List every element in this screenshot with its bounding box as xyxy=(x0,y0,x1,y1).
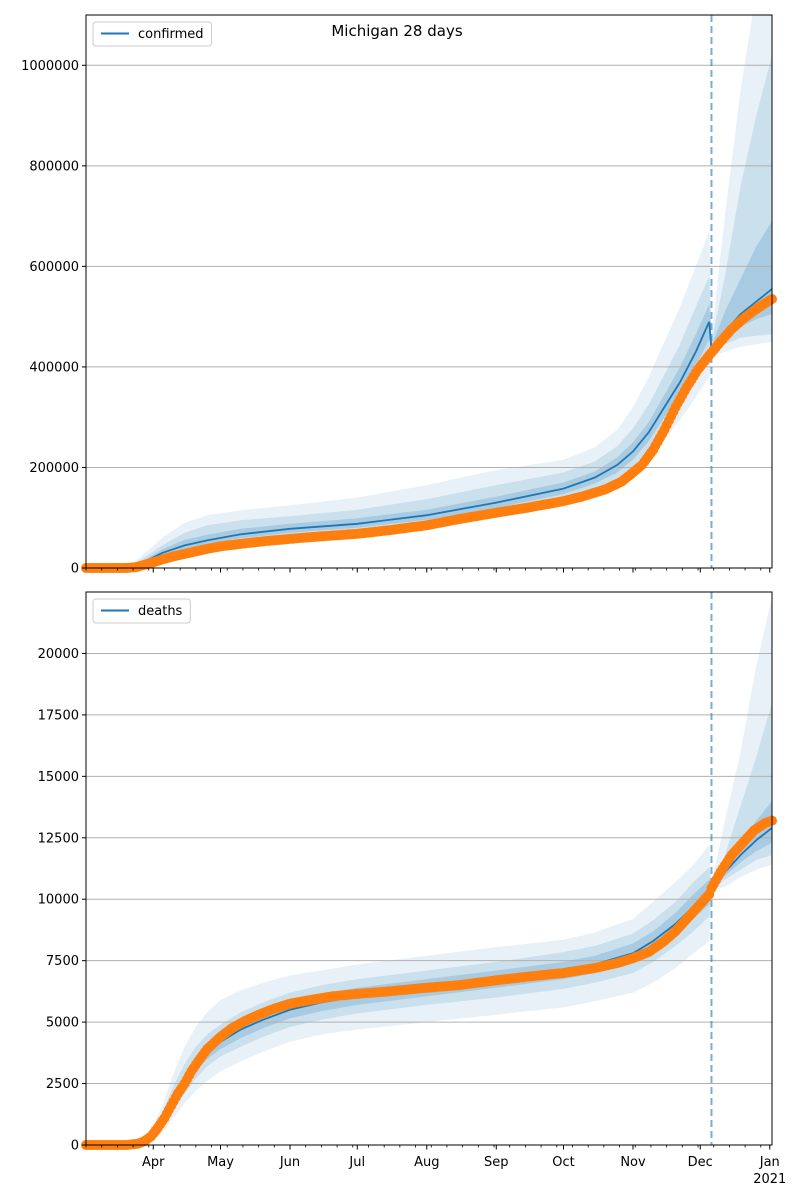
deaths-gridlines xyxy=(86,652,772,1085)
deaths-band-outer xyxy=(86,596,772,1145)
deaths-legend: deaths xyxy=(92,598,191,624)
deaths-y-tick-label: 15000 xyxy=(38,770,79,785)
confirmed-gridlines xyxy=(86,64,772,468)
deaths-y-tick-label: 7500 xyxy=(46,954,79,969)
deaths-y-tick-label: 20000 xyxy=(38,647,79,662)
x-tick-label: Jan xyxy=(759,1155,780,1170)
year-label: 2021 xyxy=(753,1172,786,1187)
deaths-y-axis: 0 2500 5000 7500 10000 12500 15000 17500 20000 xyxy=(38,647,86,1154)
x-tick-label: Dec xyxy=(688,1155,713,1170)
deaths-y-tick-label: 17500 xyxy=(38,708,79,723)
x-tick-label: Nov xyxy=(620,1155,646,1170)
confirmed-y-tick-label: 0 xyxy=(71,562,79,577)
confirmed-y-tick-label: 800000 xyxy=(29,159,79,174)
confirmed-x-axis xyxy=(85,568,771,573)
deaths-observed-points xyxy=(81,815,777,1150)
confirmed-observed-points xyxy=(81,294,777,573)
chart-title: Michigan 28 days xyxy=(331,22,462,40)
x-tick-label: Sep xyxy=(484,1155,509,1170)
deaths-y-tick-label: 5000 xyxy=(46,1016,79,1031)
deaths-legend-box xyxy=(92,598,191,624)
confirmed-panel: 0 200000 400000 600000 800000 1000000 confirm… xyxy=(21,14,777,577)
deaths-uncertainty-bands xyxy=(86,596,772,1145)
deaths-axes-frame xyxy=(85,591,773,1146)
x-tick-label: May xyxy=(207,1155,234,1170)
confirmed-band-outer xyxy=(86,15,772,568)
x-tick-label: Apr xyxy=(142,1155,165,1170)
confirmed-legend: confirmed xyxy=(92,21,213,47)
confirmed-legend-label: confirmed xyxy=(138,27,204,42)
deaths-legend-label: deaths xyxy=(138,604,183,619)
x-tick-label: Jul xyxy=(348,1155,365,1170)
confirmed-y-tick-label: 1000000 xyxy=(21,59,79,74)
confirmed-uncertainty-bands xyxy=(86,15,772,568)
deaths-panel: 0 2500 5000 7500 10000 12500 15000 17500 20000 A… xyxy=(38,591,780,1170)
x-tick-label: Oct xyxy=(552,1155,574,1170)
confirmed-y-tick-label: 600000 xyxy=(29,260,79,275)
confirmed-band-inner xyxy=(86,221,772,568)
deaths-y-tick-label: 10000 xyxy=(38,893,79,908)
confirmed-axes-frame xyxy=(85,14,773,569)
confirmed-legend-box xyxy=(92,21,213,47)
confirmed-y-tick-label: 200000 xyxy=(29,461,79,476)
deaths-band-middle xyxy=(86,702,772,1145)
x-tick-label: Aug xyxy=(414,1155,439,1170)
deaths-x-axis: Apr May Jun Jul Aug Sep Oct Nov Dec Jan xyxy=(85,1145,780,1170)
deaths-y-tick-label: 12500 xyxy=(38,831,79,846)
x-tick-label: Jun xyxy=(279,1155,300,1170)
confirmed-y-tick-label: 400000 xyxy=(29,360,79,375)
confirmed-y-axis: 0 200000 400000 600000 800000 1000000 xyxy=(21,59,86,577)
deaths-y-tick-label: 2500 xyxy=(46,1077,79,1092)
deaths-y-tick-label: 0 xyxy=(71,1139,79,1154)
